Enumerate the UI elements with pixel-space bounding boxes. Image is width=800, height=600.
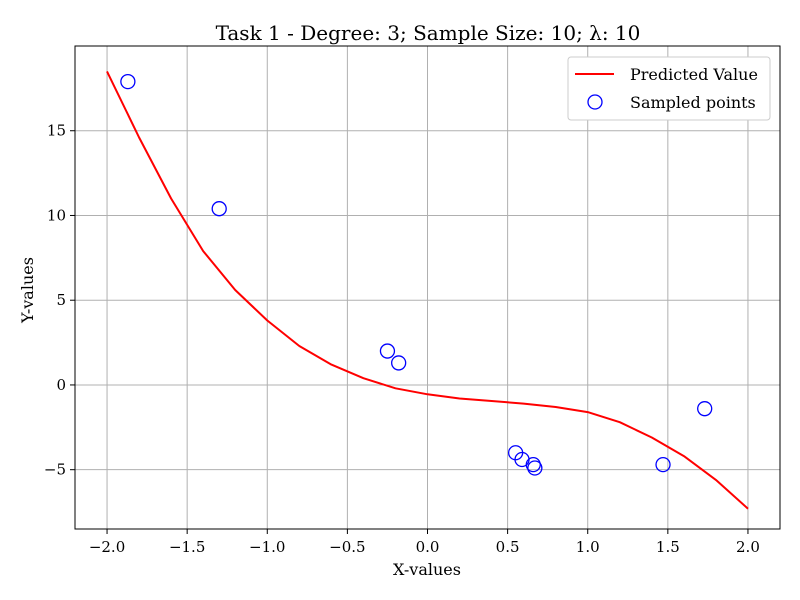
x-tick-label: −1.0 — [249, 538, 285, 556]
y-tick-label: 10 — [47, 206, 66, 224]
legend-label-predicted: Predicted Value — [630, 65, 758, 84]
legend-label-sampled: Sampled points — [630, 93, 756, 112]
y-tick-label: −5 — [44, 461, 66, 479]
y-tick-label: 0 — [56, 376, 66, 394]
x-tick-label: −1.5 — [169, 538, 205, 556]
y-tick-label: 15 — [47, 122, 66, 140]
x-tick-label: 0.5 — [496, 538, 520, 556]
x-tick-label: 1.0 — [576, 538, 600, 556]
y-axis-label: Y-values — [18, 257, 37, 324]
x-axis-label: X-values — [393, 560, 461, 579]
chart-title: Task 1 - Degree: 3; Sample Size: 10; λ: … — [216, 21, 641, 45]
x-tick-label: 2.0 — [736, 538, 760, 556]
x-tick-label: −0.5 — [329, 538, 365, 556]
x-tick-label: 1.5 — [656, 538, 680, 556]
x-tick-label: 0.0 — [416, 538, 440, 556]
legend: Predicted Value Sampled points — [568, 57, 770, 120]
x-tick-label: −2.0 — [89, 538, 125, 556]
y-tick-label: 5 — [56, 291, 66, 309]
